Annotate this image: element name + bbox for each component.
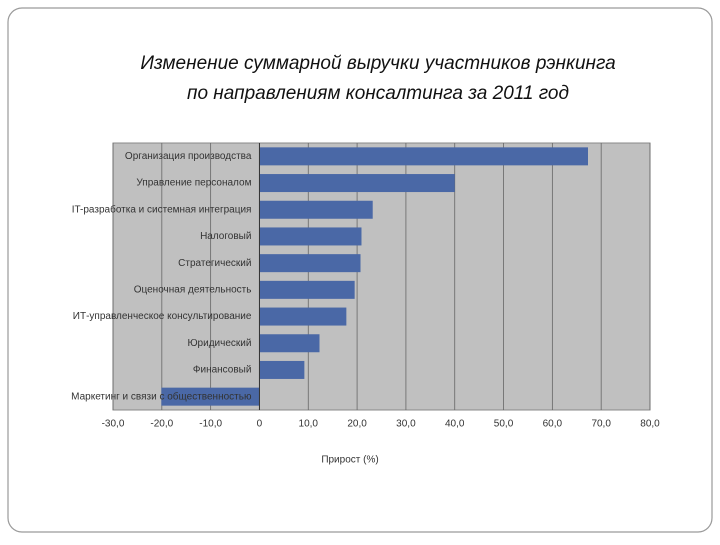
chart-title: Изменение суммарной выручки участников р…: [140, 53, 615, 74]
bar: [259, 200, 373, 219]
y-tick-label: Маркетинг и связи с общественностью: [71, 390, 252, 402]
y-tick-label: Управление персоналом: [136, 178, 251, 189]
bar: [259, 334, 320, 353]
bar: [259, 280, 355, 299]
bar: [161, 387, 260, 406]
chart-title: по направлениям консалтинга за 2011 год: [187, 83, 569, 104]
x-tick-label: 0: [257, 419, 263, 430]
x-tick-label: -30,0: [102, 419, 125, 430]
x-tick-label: 70,0: [591, 419, 611, 430]
y-tick-label: Налоговый: [200, 231, 251, 242]
x-axis-label: Прирост (%): [321, 455, 378, 466]
bar: [259, 174, 455, 193]
x-tick-label: 40,0: [445, 419, 465, 430]
y-tick-label: Организация производства: [125, 151, 252, 162]
bar: [259, 254, 361, 273]
x-tick-label: 50,0: [494, 419, 514, 430]
bar: [259, 360, 305, 379]
y-tick-label: ИТ-управленческое консультирование: [73, 311, 252, 322]
bar: [259, 227, 362, 246]
x-tick-label: -20,0: [150, 419, 173, 430]
bar: [259, 307, 347, 326]
x-tick-label: 20,0: [347, 419, 367, 430]
y-tick-label: Финансовый: [193, 365, 252, 376]
x-tick-label: 60,0: [543, 419, 563, 430]
x-tick-label: -10,0: [199, 419, 222, 430]
y-tick-label: IT-разработка и системная интеграция: [72, 203, 252, 215]
y-tick-label: Юридический: [187, 338, 251, 349]
x-tick-label: 80,0: [640, 419, 660, 430]
y-tick-label: Стратегический: [178, 258, 251, 269]
x-tick-label: 30,0: [396, 419, 416, 430]
x-tick-label: 10,0: [299, 419, 319, 430]
bar: [259, 147, 589, 166]
y-tick-label: Оценочная деятельность: [134, 284, 252, 295]
